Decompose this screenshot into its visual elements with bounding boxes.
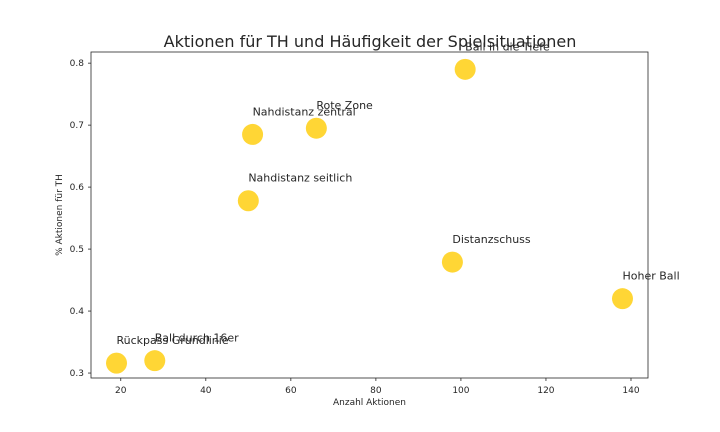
- y-axis-label: % Aktionen für TH: [55, 174, 65, 256]
- x-tick-label: 100: [452, 386, 469, 396]
- data-points: [106, 58, 633, 374]
- point-label: Distanzschuss: [452, 233, 531, 246]
- data-point: [237, 190, 259, 212]
- point-label: Ball in die Tiefe: [465, 40, 550, 53]
- point-label: Nahdistanz zentral: [253, 105, 356, 118]
- data-point: [242, 123, 264, 145]
- y-tick-label: 0.4: [70, 307, 85, 317]
- point-label: Ball durch 16er: [155, 332, 239, 345]
- y-axis-ticks: 0.3 0.4 0.5 0.6 0.7 0.8: [70, 59, 91, 379]
- chart-title: Aktionen für TH und Häufigkeit der Spiel…: [164, 32, 577, 51]
- data-point: [144, 350, 166, 372]
- data-point: [454, 58, 476, 80]
- point-label: Nahdistanz seitlich: [248, 172, 352, 185]
- y-tick-label: 0.7: [70, 121, 84, 131]
- x-tick-label: 60: [285, 386, 297, 396]
- x-tick-label: 20: [115, 386, 127, 396]
- y-tick-label: 0.8: [70, 59, 85, 69]
- data-point: [106, 352, 128, 374]
- x-tick-label: 40: [200, 386, 212, 396]
- y-tick-label: 0.5: [70, 245, 84, 255]
- point-label: Rückpass Grundlinie: [117, 334, 229, 347]
- x-axis-ticks: 20 40 60 80 100 120 140: [115, 378, 640, 396]
- x-tick-label: 120: [537, 386, 554, 396]
- point-label: Rote Zone: [316, 99, 373, 112]
- y-tick-label: 0.6: [70, 183, 85, 193]
- x-tick-label: 80: [370, 386, 382, 396]
- x-axis-label: Anzahl Aktionen: [333, 398, 406, 408]
- y-tick-label: 0.3: [70, 369, 84, 379]
- x-tick-label: 140: [622, 386, 639, 396]
- data-point: [611, 288, 633, 310]
- point-label: Hoher Ball: [622, 270, 679, 283]
- plot-frame: [90, 51, 649, 379]
- data-point: [441, 251, 463, 273]
- data-point: [305, 117, 327, 139]
